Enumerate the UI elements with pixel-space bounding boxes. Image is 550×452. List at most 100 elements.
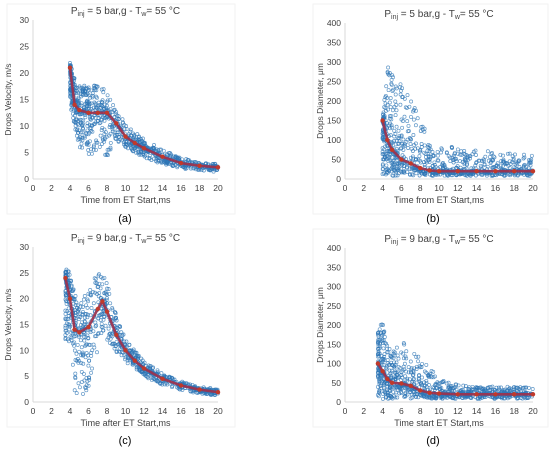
scatter-point [86,93,91,98]
scatter-point [426,154,431,158]
scatter-point [82,378,87,383]
scatter-point [414,364,419,369]
scatter-point [137,359,142,364]
scatter-point [97,144,102,149]
scatter-point [80,130,85,135]
scatter-point [87,376,92,381]
scatter-point [376,341,381,346]
title-subscript: inj [78,238,85,245]
scatter-point [108,145,113,150]
mean-point [427,168,432,173]
scatter-point [405,129,410,134]
scatter-series [375,322,535,401]
scatter-point [408,359,413,364]
scatter-point [391,351,396,356]
scatter-point [405,378,410,383]
scatter-point [105,153,110,158]
scatter-point [88,342,93,347]
mean-point [86,110,91,116]
scatter-point [376,346,380,351]
scatter-point [80,145,85,150]
y-tick-label: 50 [332,378,342,388]
chart-title: Pinj = 5 bar,g - Tw= 55 °C [71,6,180,18]
scatter-point [384,381,389,386]
scatter-point [458,389,463,393]
scatter-point [485,149,490,154]
scatter-point [407,172,412,177]
scatter-point [380,359,385,364]
scatter-point [76,334,81,339]
mean-point [114,332,119,337]
scatter-point [72,343,77,348]
scatter-point [393,113,398,118]
scatter-point [399,369,404,374]
scatter-point [507,386,512,391]
scatter-point [390,89,395,93]
scatter-point [490,173,495,178]
scatter-point [63,335,68,340]
scatter-point [93,121,97,126]
y-tick-label: 100 [327,135,341,145]
scatter-point [391,390,396,395]
scatter-point [141,140,146,145]
scatter-point [413,123,418,128]
scatter-point [115,326,120,330]
scatter-point [502,173,506,178]
scatter-point [143,372,148,377]
x-tick-label: 20 [528,183,538,193]
scatter-point [188,166,193,171]
scatter-point [398,366,403,371]
scatter-point [402,96,407,101]
scatter-point [430,396,435,401]
scatter-point [102,106,107,111]
x-tick-label: 16 [176,183,186,193]
title-subscript: inj [391,14,398,21]
scatter-point [381,110,386,115]
scatter-point [102,291,107,296]
scatter-point [75,137,80,142]
scatter-point [375,352,380,357]
scatter-point [385,95,390,100]
scatter-point [411,372,416,377]
scatter-point [84,130,89,135]
title-text: = 5 bar,g - T [398,9,455,20]
scatter-point [390,108,395,113]
scatter-point [424,378,429,383]
mean-point [141,366,147,371]
chart-panel-c: 0 2 4 6 8 10 12 14 16 18 20 0 5 10 15 20 25 30 Time after … [3,228,236,447]
scatter-point [485,164,490,169]
scatter-point [526,385,531,390]
scatter-point [102,275,107,280]
mean-series [67,65,221,170]
mean-point [160,154,165,159]
scatter-point [110,127,115,132]
mean-line [64,277,219,394]
scatter-point [513,162,518,167]
scatter-point [75,128,79,133]
scatter-point [383,144,388,149]
scatter-point [63,311,68,316]
scatter-point [94,138,99,143]
x-tick-label: 6 [86,183,91,193]
scatter-point [120,117,125,122]
scatter-point [398,82,403,87]
scatter-point [386,72,391,77]
title-subscript: inj [391,239,398,246]
scatter-point [107,291,112,296]
scatter-point [454,156,459,161]
y-tick-label: 200 [327,96,341,106]
scatter-point [100,137,105,142]
scatter-point [522,155,527,160]
scatter-point [82,106,87,111]
x-tick-label: 6 [399,183,404,193]
scatter-point [63,291,68,296]
mean-point [455,392,460,397]
mean-point [474,169,479,174]
x-tick-label: 4 [68,183,73,193]
scatter-point [507,151,512,156]
x-tick-label: 0 [31,406,36,416]
title-text: = 55 °C [460,234,494,245]
scatter-point [496,385,501,390]
mean-point [380,118,385,123]
